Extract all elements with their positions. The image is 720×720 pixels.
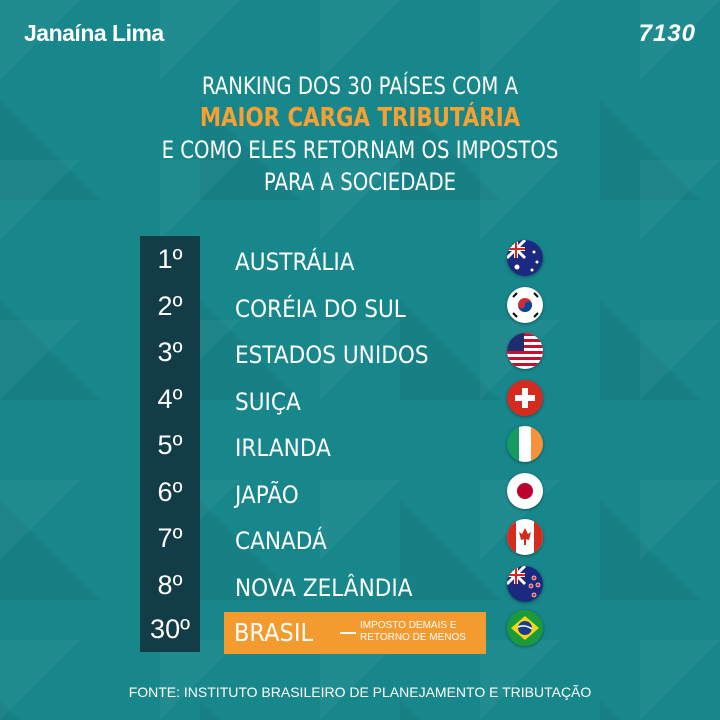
rank-number: 1º <box>157 244 183 274</box>
ranking-row: 6º JAPÃO <box>140 471 550 517</box>
headline: RANKING DOS 30 PAÍSES COM A MAIOR CARGA … <box>65 70 655 198</box>
brand-logo: Janaína Lima <box>24 20 164 46</box>
ranking-row: 1º AUSTRÁLIA <box>140 238 550 284</box>
brasil-note: Imposto demais e retorno de menos <box>360 620 466 644</box>
headline-line: E COMO ELES RETORNAM OS IMPOSTOS <box>161 136 559 164</box>
rank-number: 3º <box>157 337 183 367</box>
rank-number: 2º <box>157 290 183 321</box>
canada-flag-icon <box>507 519 543 555</box>
japan-flag-icon <box>507 472 543 509</box>
rank-number: 4º <box>157 383 183 414</box>
source-note: FONTE: INSTITUTO BRASILEIRO DE PLANEJAME… <box>128 684 592 700</box>
ranking-row: 5º IRLANDA <box>140 424 550 470</box>
brazil-flag-icon <box>507 610 543 646</box>
country-name: CANADÁ <box>235 527 327 555</box>
south-korea-flag-icon <box>507 286 543 323</box>
headline-line: PARA A SOCIEDADE <box>263 168 457 196</box>
rank-number: 7º <box>157 523 183 553</box>
country-name: NOVA ZELÂNDIA <box>235 573 413 602</box>
note-line: Imposto demais e <box>360 620 457 631</box>
rank-number: 6º <box>157 476 183 507</box>
headline-highlight: MAIOR CARGA TRIBUTÁRIA <box>199 103 521 133</box>
country-name: CORÉIA DO SUL <box>235 294 406 323</box>
ranking-row: 4º SUIÇA <box>140 378 550 424</box>
headline-line: RANKING DOS 30 PAÍSES COM A <box>201 72 519 100</box>
ranking-row: 8º NOVA ZELÂNDIA <box>140 564 550 610</box>
ranking-row-brasil: 30º <box>140 608 550 654</box>
ranking-row: 7º CANADÁ <box>140 517 550 563</box>
brasil-highlight-box: BRASIL Imposto demais e retorno de menos <box>224 612 486 654</box>
ranking-row: 2º CORÉIA DO SUL <box>140 285 550 331</box>
ranking-row: 3º ESTADOS UNIDOS <box>140 331 550 377</box>
new-zealand-flag-icon <box>507 565 543 602</box>
rank-number: 30º <box>150 614 190 644</box>
ireland-flag-icon <box>507 426 543 462</box>
country-name: ESTADOS UNIDOS <box>235 341 429 369</box>
rank-column <box>140 236 200 652</box>
country-name: AUSTRÁLIA <box>235 248 355 276</box>
country-name: IRLANDA <box>235 434 331 462</box>
note-line: retorno de menos <box>360 632 466 643</box>
switzerland-flag-icon <box>507 379 543 416</box>
partner-logo: 7130 <box>638 20 696 47</box>
dash-divider <box>340 632 356 634</box>
rank-number: 5º <box>157 430 183 460</box>
rank-number: 8º <box>157 569 183 600</box>
country-name: SUIÇA <box>235 387 301 416</box>
usa-flag-icon <box>507 333 543 369</box>
country-name: BRASIL <box>234 618 314 647</box>
country-name: JAPÃO <box>235 480 299 509</box>
australia-flag-icon <box>507 240 543 276</box>
